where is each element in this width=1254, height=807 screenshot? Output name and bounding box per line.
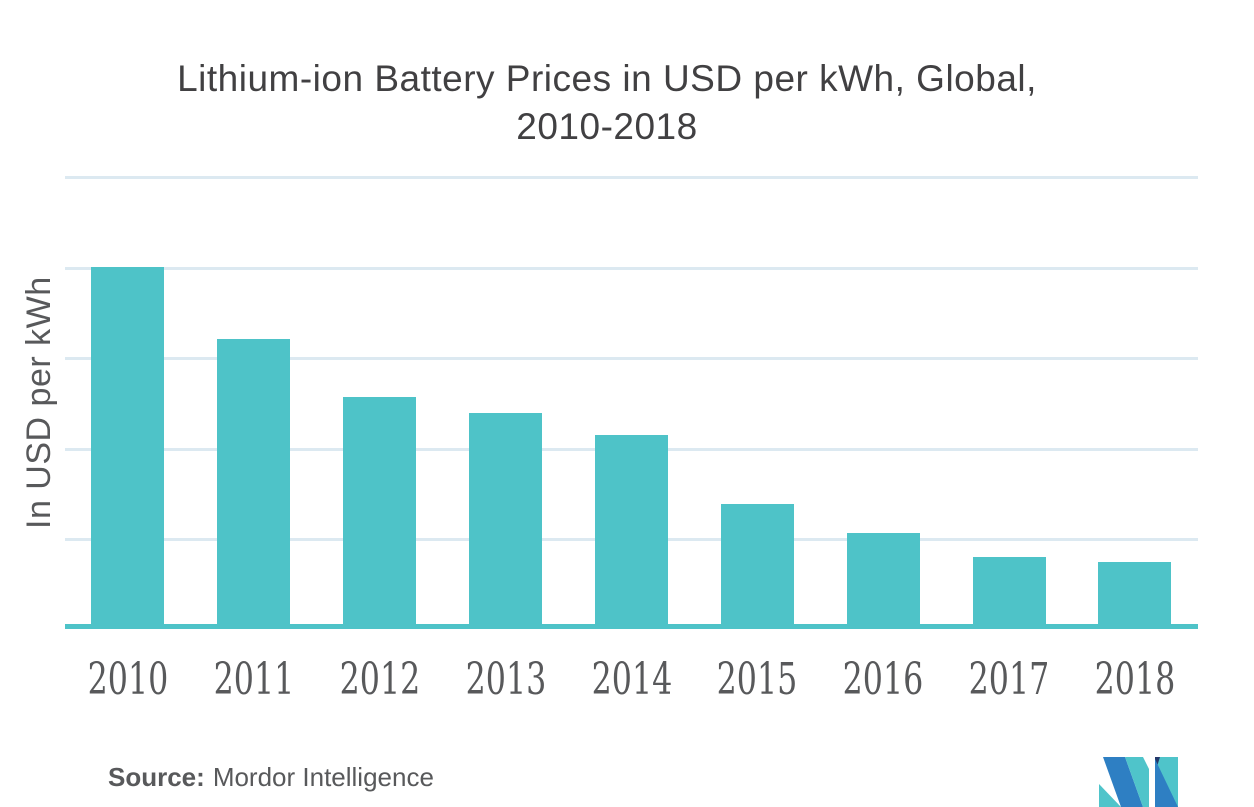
bar-2014 [594,435,668,629]
x-axis-line [65,624,1198,629]
x-axis-labels: 2010 2011 2012 2013 2014 2015 2016 2017 2018 [65,657,1198,703]
x-tick-2012: 2012 [339,654,421,705]
logo-blue-band [1103,757,1143,807]
bar-2010 [91,266,165,629]
bar-2011 [217,339,291,629]
x-tick-2018: 2018 [1094,654,1176,705]
x-tick-2016: 2016 [842,654,924,705]
mordor-intelligence-logo [1099,757,1178,807]
source-label: Source: [108,762,205,792]
x-tick-2011: 2011 [213,654,295,705]
x-tick-2015: 2015 [717,654,798,705]
plot-area [65,176,1198,629]
x-tick-2014: 2014 [591,654,672,705]
bar-2015 [720,504,794,629]
bar-2012 [343,397,417,629]
bar-2013 [469,413,543,629]
logo-i-bar-blue [1155,759,1178,807]
bar-2017 [972,556,1046,629]
logo-teal-band [1125,757,1149,807]
bars-container [65,176,1198,629]
gridline [65,357,1198,361]
logo-teal-corner [1099,784,1121,807]
source-value: Mordor Intelligence [212,762,434,792]
x-tick-2010: 2010 [87,654,169,705]
chart-title-line2: 2010-2018 [516,106,698,147]
chart-title: Lithium-ion Battery Prices in USD per kW… [0,55,1214,151]
y-axis-label: In USD per kWh [20,276,58,529]
x-tick-2017: 2017 [968,654,1050,705]
gridline [65,266,1198,270]
x-tick-2013: 2013 [465,654,546,705]
gridline [65,176,1198,179]
bar-2018 [1098,562,1172,629]
source-note: Source: Mordor Intelligence [108,762,434,793]
chart-title-line1: Lithium-ion Battery Prices in USD per kW… [177,58,1037,99]
bar-2016 [846,533,920,629]
